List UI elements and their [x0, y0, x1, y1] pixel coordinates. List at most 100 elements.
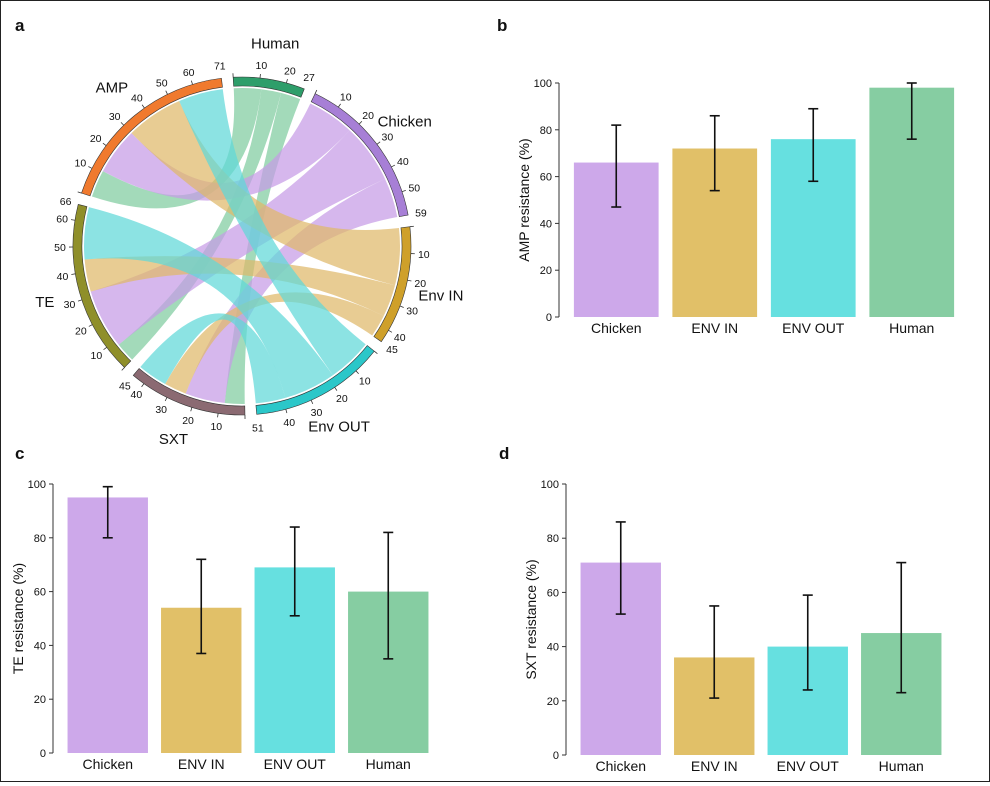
sector-tick-label-te: 30 — [64, 299, 76, 311]
sector-tick-sxt — [165, 397, 167, 401]
sector-tick-label-te: 60 — [56, 213, 68, 225]
sector-tick-sxt — [191, 407, 192, 411]
sector-tick-env-out — [311, 400, 313, 404]
sector-tick-label-amp: 50 — [156, 78, 168, 90]
panel-b-y-axis-label: AMP resistance (%) — [516, 138, 532, 261]
sector-tick-label-env-out: 10 — [359, 375, 371, 387]
panel-d-y-tick-label: 80 — [547, 533, 559, 545]
sector-tick-label-sxt: 40 — [131, 389, 143, 401]
sector-tick-env-in — [400, 306, 404, 307]
sector-label-te: TE — [35, 294, 54, 311]
panel-c-y-axis-label: TE resistance (%) — [10, 563, 26, 674]
panel-c-x-tick-label-human: Human — [366, 756, 411, 772]
sector-tick-sxt — [142, 384, 144, 387]
panel-b-y-tick-label: 80 — [540, 125, 552, 137]
sector-tick-label-env-in: 30 — [406, 306, 418, 318]
sector-tick-env-in — [388, 330, 391, 332]
panel-d-y-tick-label: 100 — [541, 479, 559, 491]
sector-tick-te — [104, 347, 107, 349]
sector-tick-label-chicken: 20 — [362, 110, 374, 122]
panel-d-x-tick-label-chicken: Chicken — [595, 758, 646, 774]
panel-c-y-tick-label: 80 — [34, 533, 46, 545]
sector-tick-label-human: 10 — [256, 60, 268, 72]
sector-tick-te — [78, 300, 82, 301]
panel-letter-c: c — [15, 444, 24, 463]
chord-ribbons — [84, 88, 400, 404]
sector-tick-amp — [78, 192, 82, 193]
sector-tick-label-human: 27 — [303, 72, 315, 84]
panel-c-x-tick-label-env-in: ENV IN — [178, 756, 225, 772]
sector-tick-human — [286, 79, 287, 83]
sector-tick-label-amp: 20 — [90, 133, 102, 145]
sector-tick-label-sxt: 20 — [182, 415, 194, 427]
panel-d-x-tick-label-env-in: ENV IN — [691, 758, 738, 774]
panel-b-x-tick-label-human: Human — [889, 320, 934, 336]
sector-tick-amp — [88, 166, 92, 168]
sector-tick-label-amp: 30 — [109, 111, 121, 123]
sector-tick-env-in — [407, 280, 411, 281]
sector-tick-label-te: 10 — [90, 350, 102, 362]
sector-tick-label-sxt: 30 — [155, 404, 167, 416]
sector-label-human: Human — [251, 36, 299, 53]
sector-tick-label-te: 66 — [60, 196, 72, 208]
panel-c-y-tick-label: 20 — [34, 694, 46, 706]
panel-c-y-tick-label: 40 — [34, 640, 46, 652]
sector-label-env-in: Env IN — [418, 287, 463, 304]
panel-b-y-tick-label: 40 — [540, 218, 552, 230]
sector-tick-env-out — [286, 409, 287, 413]
sector-tick-label-chicken: 59 — [415, 208, 427, 220]
panel-c-x-tick-label-chicken: Chicken — [82, 756, 133, 772]
sector-tick-chicken — [391, 165, 395, 167]
panel-d-y-tick-label: 40 — [547, 642, 559, 654]
sector-tick-env-out — [374, 351, 377, 353]
sector-tick-label-env-out: 40 — [283, 417, 295, 429]
sector-tick-sxt — [218, 413, 219, 417]
sector-tick-label-te: 40 — [57, 271, 69, 283]
sector-tick-label-env-in: 45 — [386, 344, 398, 356]
sector-tick-label-chicken: 40 — [397, 156, 409, 168]
panel-c-x-tick-label-env-out: ENV OUT — [264, 756, 327, 772]
sector-tick-amp — [103, 143, 106, 145]
panel-c-y-tick-label: 60 — [34, 587, 46, 599]
sector-label-env-out: Env OUT — [308, 419, 370, 436]
sector-tick-te — [71, 220, 75, 221]
sector-tick-label-sxt: 10 — [210, 421, 222, 433]
sector-tick-label-te: 20 — [75, 326, 87, 338]
panel-d-y-tick-label: 0 — [553, 750, 559, 762]
panel-d-x-tick-label-human: Human — [879, 758, 924, 774]
sector-tick-label-env-out: 51 — [252, 422, 264, 434]
sector-tick-env-out — [335, 387, 337, 390]
sector-tick-amp — [142, 105, 144, 108]
sector-tick-chicken — [377, 142, 380, 144]
panel-letter-b: b — [497, 16, 507, 35]
panel-letter-a: a — [15, 16, 25, 35]
panel-b-x-tick-label-chicken: Chicken — [591, 320, 642, 336]
sector-tick-label-amp: 10 — [75, 157, 87, 169]
sector-label-sxt: SXT — [159, 431, 188, 448]
sector-tick-label-chicken: 10 — [340, 91, 352, 103]
panel-c-y-tick-label: 100 — [28, 479, 46, 491]
sector-tick-label-env-in: 40 — [394, 332, 406, 344]
sector-label-chicken: Chicken — [378, 113, 432, 130]
sector-tick-label-env-out: 20 — [336, 393, 348, 405]
sector-tick-label-amp: 71 — [214, 60, 226, 72]
sector-tick-label-env-in: 10 — [418, 249, 430, 261]
sector-label-amp: AMP — [96, 80, 129, 97]
panel-d-y-axis-label: SXT resistance (%) — [523, 559, 539, 679]
sector-tick-amp — [191, 81, 192, 85]
sector-tick-chicken — [338, 104, 340, 107]
sector-tick-label-env-out: 30 — [311, 407, 323, 419]
panel-d-y-tick-label: 20 — [547, 696, 559, 708]
sector-tick-label-te: 50 — [54, 242, 66, 254]
panel-b-x-tick-label-env-out: ENV OUT — [782, 320, 845, 336]
panel-b-x-tick-label-env-in: ENV IN — [691, 320, 738, 336]
sector-tick-chicken — [315, 90, 317, 94]
sector-tick-label-amp: 40 — [131, 92, 143, 104]
panel-letter-d: d — [499, 444, 509, 463]
sector-tick-label-human: 20 — [284, 65, 296, 77]
panel-b-y-tick-label: 100 — [534, 78, 552, 90]
sector-tick-amp — [121, 122, 124, 125]
sector-tick-te — [122, 367, 125, 370]
